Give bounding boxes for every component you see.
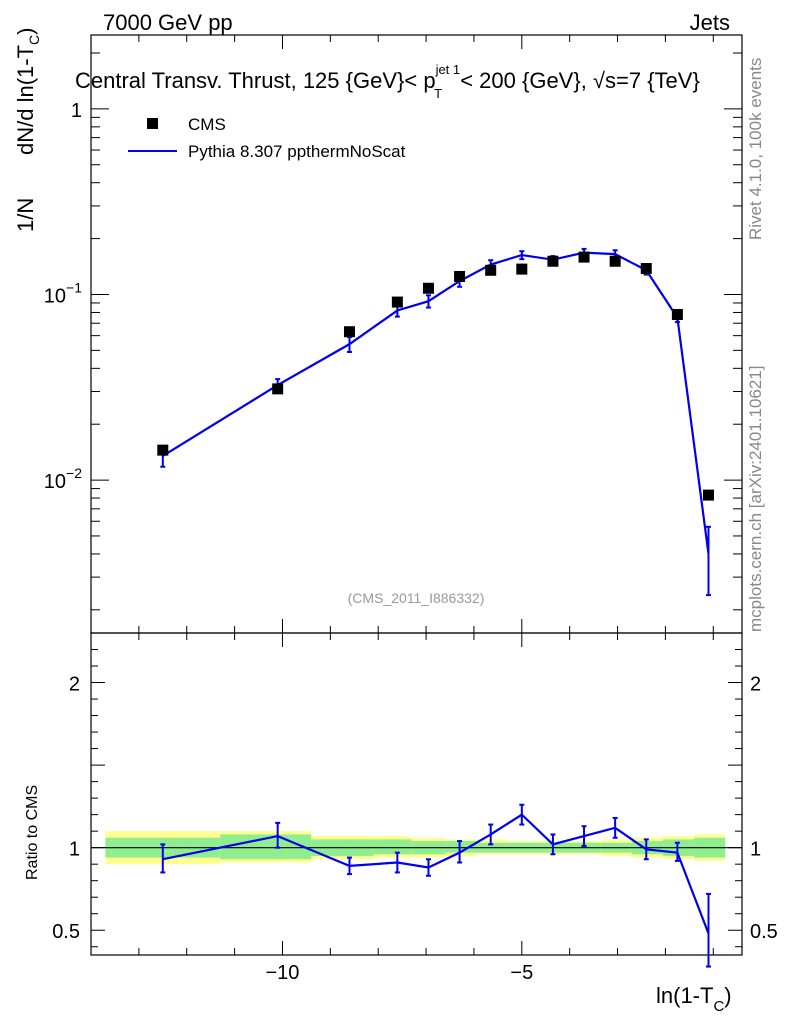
y-tick-label: 10−2 xyxy=(44,465,82,493)
ratio-tick-label-left: 1 xyxy=(69,839,80,861)
cms-data-point xyxy=(454,270,466,282)
x-axis-label: ln(1-TC) xyxy=(656,983,732,1015)
legend-mc-label: Pythia 8.307 ppthermNoScat xyxy=(188,142,406,161)
ratio-axis-label: Ratio to CMS xyxy=(24,785,41,880)
ratio-tick-label-right: 0.5 xyxy=(750,921,778,943)
axis-ticks xyxy=(90,35,742,955)
rivet-label: Rivet 4.1.0, 100k events xyxy=(746,58,765,240)
plot-title-sup: jet 1 xyxy=(435,62,461,77)
cms-data-point xyxy=(640,263,652,275)
x-tick-label: −10 xyxy=(266,962,300,984)
plot-title: Central Transv. Thrust, 125 {GeV}< pjet … xyxy=(75,62,700,101)
ratio-band-inner-5 xyxy=(445,841,477,853)
cms-data-point xyxy=(578,251,590,263)
mc-line xyxy=(162,251,710,555)
plot-title-sub: T xyxy=(434,86,442,101)
y-axis-label-close: ) xyxy=(13,28,38,35)
cms-data-point xyxy=(272,383,284,395)
y-axis-prefix: 1/N xyxy=(13,198,38,232)
cms-data-point xyxy=(609,255,621,267)
cms-data-point xyxy=(485,264,497,276)
cms-data-point xyxy=(391,296,403,308)
ratio-plot-frame xyxy=(90,632,743,956)
cms-data-point xyxy=(157,444,169,456)
x-axis-label-close: ) xyxy=(724,983,731,1008)
y-tick-label: 10−1 xyxy=(44,279,82,307)
tick-labels: −10 −5 1 10−1 10−2 2 2 1 1 0.5 0.5 xyxy=(44,100,778,984)
cms-data-point xyxy=(422,282,434,294)
plot-title-tail: < 200 {GeV}, √s=7 {TeV} xyxy=(454,68,700,93)
plot-title-main: Central Transv. Thrust, 125 {GeV}< p xyxy=(75,68,436,93)
ratio-line xyxy=(162,813,710,934)
cms-data-point xyxy=(547,255,559,267)
x-axis-label-main: ln(1-T xyxy=(656,983,713,1008)
ratio-series xyxy=(160,803,711,968)
x-tick-label: −5 xyxy=(510,962,533,984)
y-tick-label: 1 xyxy=(71,100,82,122)
ratio-tick-label-left: 0.5 xyxy=(52,921,80,943)
legend-data-marker xyxy=(147,118,158,129)
ratio-tick-label-right: 1 xyxy=(750,839,761,861)
ratio-tick-label-right: 2 xyxy=(750,674,761,696)
cms-data-point xyxy=(516,263,528,275)
analysis-reference: (CMS_2011_I886332) xyxy=(348,590,485,606)
y-axis-label-sub: C xyxy=(26,35,42,45)
ratio-band-inner-3 xyxy=(373,839,412,855)
header-right: Jets xyxy=(690,10,730,35)
legend-data-label: CMS xyxy=(188,115,226,134)
mcplots-label: mcplots.cern.ch [arXiv:2401.10621] xyxy=(746,366,765,632)
y-axis-label-main: dN/d ln(1-T xyxy=(13,45,38,155)
plot-frames xyxy=(90,34,743,956)
ratio-tick-label-left: 2 xyxy=(69,674,80,696)
cms-data-point xyxy=(702,489,714,501)
x-axis-label-sub: C xyxy=(713,998,724,1015)
mc-series xyxy=(160,247,711,597)
header-left: 7000 GeV pp xyxy=(103,10,233,35)
y-axis-label: dN/d ln(1-TC) xyxy=(13,28,42,156)
cms-data-point xyxy=(343,326,355,338)
cms-data-point xyxy=(671,308,683,320)
data-series xyxy=(157,251,714,501)
